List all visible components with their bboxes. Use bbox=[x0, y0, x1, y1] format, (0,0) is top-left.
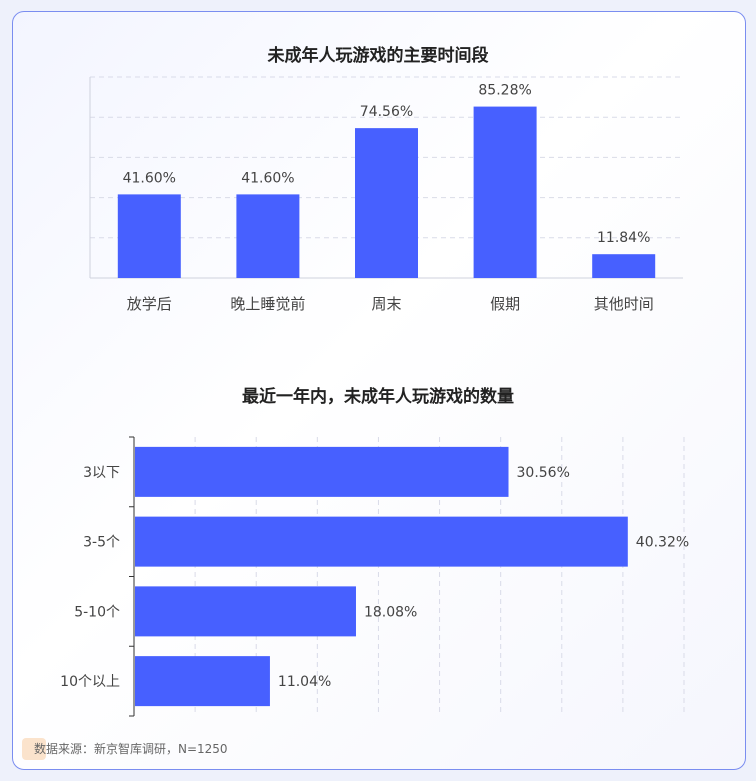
data-label: 11.04% bbox=[278, 674, 331, 690]
bar bbox=[135, 446, 509, 497]
category-label: 5-10个 bbox=[74, 604, 120, 620]
source-mark bbox=[22, 738, 46, 760]
category-label: 其他时间 bbox=[594, 295, 654, 313]
data-label: 40.32% bbox=[636, 535, 689, 551]
data-source-note: 数据来源：新京智库调研，N=1250 bbox=[34, 742, 228, 756]
chart-title-time-periods: 未成年人玩游戏的主要时间段 bbox=[267, 46, 489, 66]
category-label: 假期 bbox=[490, 295, 520, 313]
data-label: 11.84% bbox=[597, 230, 650, 246]
bar bbox=[117, 194, 181, 278]
bar bbox=[355, 128, 418, 278]
category-label: 周末 bbox=[371, 295, 401, 313]
category-label: 3以下 bbox=[83, 465, 120, 481]
bar bbox=[473, 106, 537, 279]
bar bbox=[236, 194, 300, 278]
category-label: 晚上睡觉前 bbox=[230, 295, 305, 313]
category-label: 3-5个 bbox=[83, 535, 120, 551]
bar bbox=[135, 656, 270, 707]
bar bbox=[592, 254, 656, 278]
bar bbox=[135, 516, 628, 567]
data-label: 18.08% bbox=[364, 604, 417, 620]
data-label: 30.56% bbox=[517, 465, 570, 481]
data-label: 85.28% bbox=[478, 83, 531, 99]
data-label: 41.60% bbox=[123, 170, 176, 186]
category-label: 10个以上 bbox=[60, 674, 120, 690]
data-label: 74.56% bbox=[360, 104, 413, 120]
data-label: 41.60% bbox=[241, 170, 294, 186]
bar bbox=[135, 586, 356, 637]
chart-title-game-count: 最近一年内，未成年人玩游戏的数量 bbox=[242, 387, 514, 407]
category-label: 放学后 bbox=[127, 295, 172, 313]
time-periods-bar-chart: 41.60% 放学后 41.60% 晚上睡觉前 74.56% 周末 85.28% 假期 11.8… bbox=[89, 76, 683, 313]
